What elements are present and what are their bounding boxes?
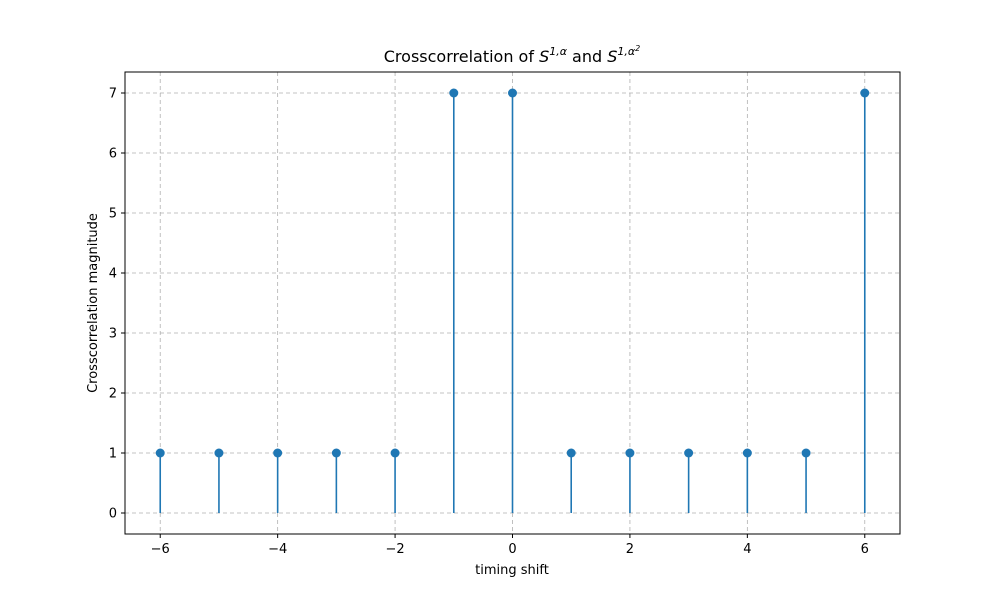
stem-marker xyxy=(742,448,752,458)
stem-marker xyxy=(684,448,694,458)
x-tick-label: −4 xyxy=(268,542,287,557)
x-tick-label: 6 xyxy=(861,542,869,557)
stem-marker xyxy=(390,448,400,458)
stem-marker xyxy=(449,88,459,98)
stem-marker xyxy=(155,448,165,458)
markers xyxy=(155,88,870,458)
title-middle: and xyxy=(567,47,607,66)
y-axis-label: Crosscorrelation magnitude xyxy=(86,213,101,393)
x-ticks: −6 −4 −2 0 2 4 6 xyxy=(151,534,869,557)
stem-marker xyxy=(625,448,635,458)
stem-marker xyxy=(860,88,870,98)
stem-marker xyxy=(801,448,811,458)
y-tick-label: 5 xyxy=(109,207,117,222)
x-tick-label: 4 xyxy=(743,542,751,557)
y-tick-label: 4 xyxy=(109,267,117,282)
y-ticks: 0 1 2 3 4 5 6 7 xyxy=(109,87,125,522)
x-axis-label: timing shift xyxy=(475,563,549,578)
y-tick-label: 1 xyxy=(109,447,117,462)
stem-marker xyxy=(566,448,576,458)
chart-title: Crosscorrelation of S1,α and S1,α2 xyxy=(384,44,641,66)
title-term1-sup: 1,α xyxy=(549,45,567,58)
title-term2-base: S xyxy=(607,47,617,66)
title-term2-sup-exponent: 2 xyxy=(635,44,640,53)
title-term1-base: S xyxy=(539,47,549,66)
title-term2-sup: 1,α xyxy=(617,45,635,58)
stem-marker xyxy=(331,448,341,458)
x-tick-label: 0 xyxy=(508,542,516,557)
x-tick-label: −6 xyxy=(151,542,170,557)
y-tick-label: 6 xyxy=(109,147,117,162)
stems xyxy=(159,93,866,513)
stem-marker xyxy=(508,88,517,98)
y-tick-label: 3 xyxy=(109,327,117,342)
y-tick-label: 0 xyxy=(109,507,117,522)
x-tick-label: −2 xyxy=(385,542,404,557)
stem-marker xyxy=(214,448,224,458)
y-tick-label: 2 xyxy=(109,387,117,402)
title-prefix: Crosscorrelation of xyxy=(384,47,539,66)
y-tick-label: 7 xyxy=(109,87,117,102)
stem-marker xyxy=(273,448,283,458)
x-tick-label: 2 xyxy=(626,542,634,557)
